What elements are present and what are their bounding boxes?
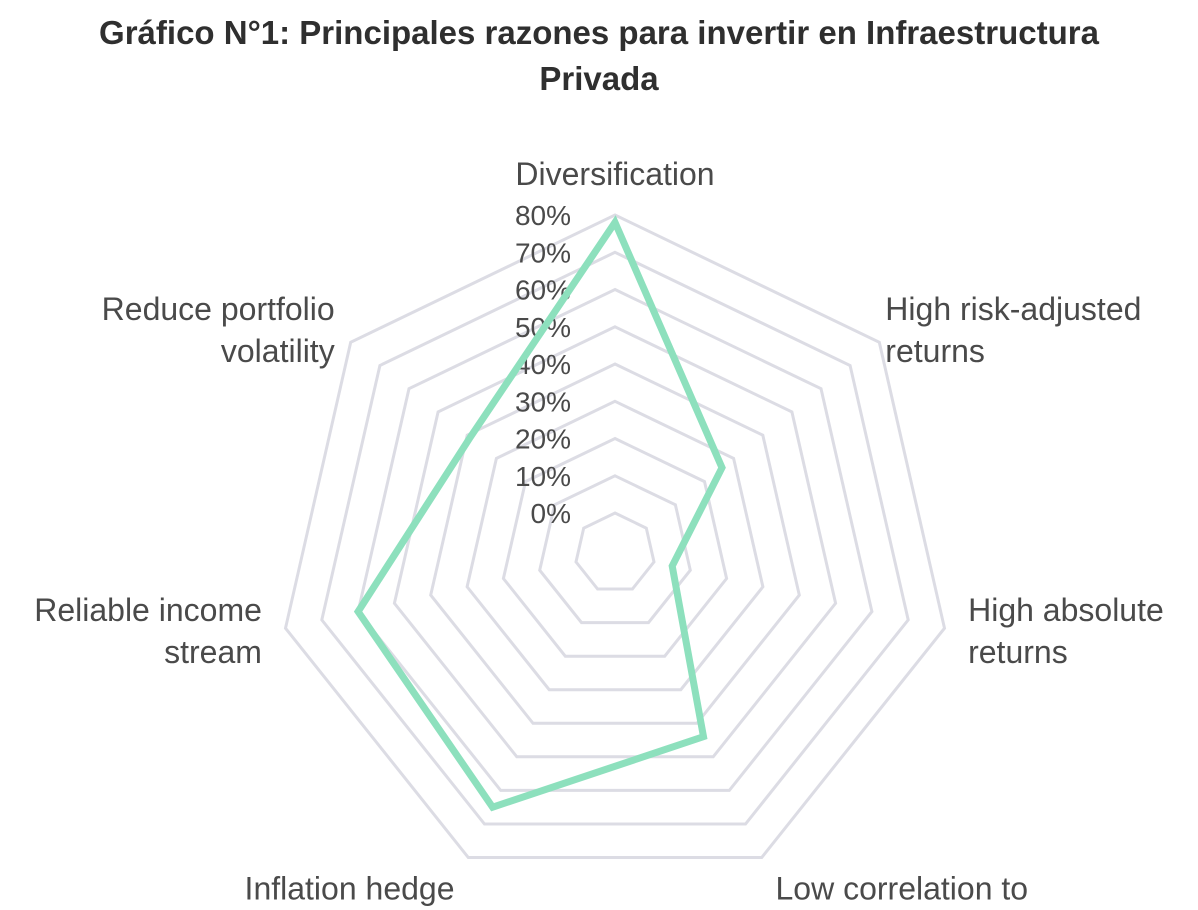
axis-label-line: Low correlation to (776, 871, 1029, 907)
tick-label-8: 80% (515, 200, 571, 231)
tick-label-2: 20% (515, 424, 571, 455)
axis-label-line: Reliable income (34, 592, 262, 628)
chart-title: Gráfico N°1: Principales razones para in… (99, 14, 1099, 97)
axis-label-6: Reduce portfolio volatility (102, 291, 335, 369)
grid-ring-8 (283, 213, 947, 859)
grid-ring-1 (538, 474, 692, 625)
axis-label-line: returns (968, 634, 1068, 670)
axis-label-line: stream (164, 634, 262, 670)
grid-ring-4 (429, 362, 801, 725)
axis-label-2: High absolute returns (968, 592, 1164, 670)
axis-labels: Diversification High risk-adjusted returns… (34, 156, 1164, 910)
axis-label-line: High risk-adjusted (885, 291, 1141, 327)
axis-label-3: Low correlation toother asset classes (776, 871, 1050, 910)
tick-label-7: 70% (515, 237, 571, 268)
axis-label-line: High absolute (968, 592, 1164, 628)
axis-label-line: Diversification (515, 156, 714, 192)
axis-label-0: Diversification (515, 156, 714, 192)
tick-label-1: 10% (515, 461, 571, 492)
radar-grid (283, 213, 947, 859)
tick-label-0: 0% (531, 498, 571, 529)
grid-ring-0 (574, 511, 656, 591)
grid-ring-6 (356, 287, 874, 792)
tick-label-3: 30% (515, 386, 571, 417)
series-line-0 (353, 215, 726, 812)
axis-label-line: volatility (221, 333, 335, 369)
series-layer (353, 215, 726, 812)
axis-label-5: Reliable income stream (34, 592, 262, 670)
grid-ring-3 (465, 399, 765, 692)
grid-ring-5 (392, 325, 838, 759)
axis-label-line: Reduce portfolio (102, 291, 335, 327)
grid-ring-7 (320, 250, 910, 826)
axis-label-4: Inflation hedge (245, 871, 455, 907)
axis-label-line: Inflation hedge (245, 871, 455, 907)
axis-label-1: High risk-adjusted returns (885, 291, 1141, 369)
axis-label-line: returns (885, 333, 985, 369)
